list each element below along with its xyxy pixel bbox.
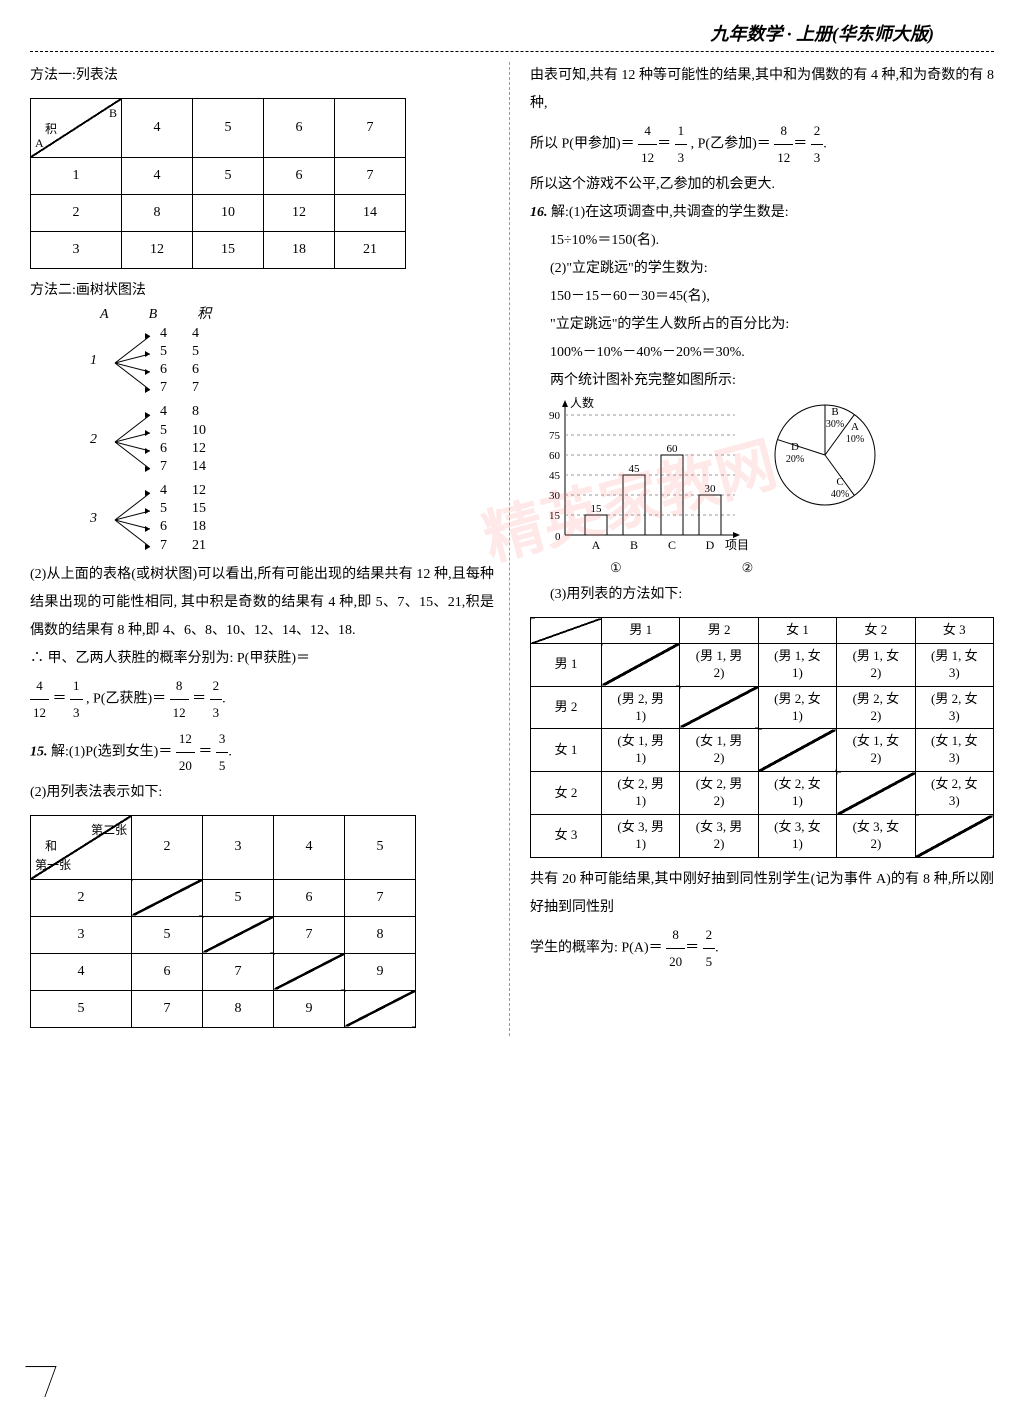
corner-top: B — [109, 101, 117, 125]
pie-chart: A10% B30% C40% D20% — [760, 395, 890, 525]
svg-text:A: A — [592, 538, 601, 552]
svg-text:20%: 20% — [786, 454, 804, 465]
conclusion-fracs: 412 ＝ 13 , P(乙获胜)＝ 812 ＝ 23. — [30, 673, 494, 726]
svg-text:B: B — [630, 538, 638, 552]
col-h: 6 — [264, 99, 335, 158]
col-h: 7 — [335, 99, 406, 158]
svg-text:15: 15 — [549, 510, 561, 522]
q16: 16. 解:(1)在这项调查中,共调查的学生数是: — [530, 199, 994, 227]
q16-l5: "立定跳远"的学生人数所占的百分比为: — [550, 311, 994, 339]
tree-col-b: B — [149, 305, 158, 325]
corner-mid: 积 — [45, 117, 57, 141]
method1-title: 方法一:列表法 — [30, 62, 494, 90]
page-title: 九年数学 · 上册(华东师大版) — [30, 20, 994, 46]
q16-l2: 15÷10%＝150(名). — [550, 227, 994, 255]
left-column: 方法一:列表法 B 积 A 4 5 6 7 14567 28101214 312… — [30, 62, 510, 1036]
tree-diagram: A B 积 1456745672456781012143456712151821 — [90, 305, 494, 555]
svg-text:10%: 10% — [846, 434, 864, 445]
tree-col-a: A — [100, 305, 109, 325]
row-h: 3 — [31, 232, 122, 269]
q16-l6: 100%－10%－40%－20%＝30%. — [550, 339, 994, 367]
svg-text:15: 15 — [591, 503, 603, 515]
tree-col-p: 积 — [197, 305, 211, 325]
svg-text:45: 45 — [629, 463, 641, 475]
r-p3: 所以这个游戏不公平,乙参加的机会更大. — [530, 171, 994, 199]
svg-text:B: B — [831, 406, 838, 418]
q15-number: 15. — [30, 745, 48, 760]
row-h: 1 — [31, 158, 122, 195]
chart1-num: ① — [610, 555, 622, 581]
analysis-para: (2)从上面的表格(或树状图)可以看出,所有可能出现的结果共有 12 种,且每种… — [30, 561, 494, 645]
svg-text:30: 30 — [549, 490, 561, 502]
content-columns: 方法一:列表法 B 积 A 4 5 6 7 14567 28101214 312… — [30, 62, 994, 1036]
svg-text:40%: 40% — [831, 489, 849, 500]
svg-text:A: A — [851, 421, 859, 433]
header-divider — [30, 51, 994, 52]
chart2-num: ② — [742, 555, 754, 581]
svg-text:项目: 项目 — [725, 538, 749, 552]
sum-table: 第二张 和 第一张 2 3 4 5 2567 3578 4679 5789 — [30, 815, 416, 1028]
r-p1: 由表可知,共有 12 种等可能性的结果,其中和为偶数的有 4 种,和为奇数的有 … — [530, 62, 994, 118]
q16-number: 16. — [530, 205, 548, 220]
svg-text:60: 60 — [667, 443, 679, 455]
q16-l8: (3)用列表的方法如下: — [550, 581, 994, 609]
method2-title: 方法二:画树状图法 — [30, 277, 494, 305]
bar-chart: 15 30 45 60 75 90 人数项目 0 15 A 45 B 60 C 30 D — [530, 395, 750, 555]
table-corner: B 积 A — [31, 99, 122, 158]
svg-text:0: 0 — [555, 531, 561, 543]
pair-table: 男 1男 2女 1女 2女 3男 1(男 1, 男 2)(男 1, 女 1)(男… — [530, 617, 994, 858]
r-p2: 所以 P(甲参加)＝ 412＝ 13 , P(乙参加)＝ 812＝ 23. — [530, 118, 994, 171]
end-p2: 学生的概率为: P(A)＝ 820＝ 25. — [530, 922, 994, 975]
col-h: 4 — [122, 99, 193, 158]
svg-text:30%: 30% — [826, 419, 844, 430]
svg-text:人数: 人数 — [570, 395, 594, 410]
svg-text:30: 30 — [705, 483, 717, 495]
end-p1: 共有 20 种可能结果,其中刚好抽到同性别学生(记为事件 A)的有 8 种,所以… — [530, 866, 994, 922]
corner-bot: A — [35, 131, 44, 155]
q16-l3: (2)"立定跳远"的学生数为: — [550, 255, 994, 283]
table-corner: 第二张 和 第一张 — [31, 815, 132, 879]
page-corner-icon — [14, 1366, 56, 1397]
svg-text:75: 75 — [549, 430, 561, 442]
svg-text:90: 90 — [549, 410, 561, 422]
q16-l4: 150－15－60－30＝45(名), — [550, 283, 994, 311]
conclusion-line: ∴ 甲、乙两人获胜的概率分别为: P(甲获胜)＝ — [30, 645, 494, 673]
charts-row: 153045607590人数项目015A45B60C30D A10%B30%C4… — [530, 395, 994, 555]
right-column: 由表可知,共有 12 种等可能性的结果,其中和为偶数的有 4 种,和为奇数的有 … — [530, 62, 994, 1036]
svg-text:C: C — [836, 476, 843, 488]
svg-text:45: 45 — [549, 470, 561, 482]
svg-text:D: D — [791, 441, 799, 453]
svg-text:D: D — [706, 538, 715, 552]
product-table: B 积 A 4 5 6 7 14567 28101214 312151821 — [30, 98, 406, 269]
q15: 15. 解:(1)P(选到女生)＝ 1220 ＝ 35. — [30, 726, 494, 779]
row-h: 2 — [31, 195, 122, 232]
svg-text:60: 60 — [549, 450, 561, 462]
q16-l7: 两个统计图补充完整如图所示: — [550, 367, 994, 395]
q15-part2: (2)用列表法表示如下: — [30, 779, 494, 807]
svg-text:C: C — [668, 538, 676, 552]
col-h: 5 — [193, 99, 264, 158]
